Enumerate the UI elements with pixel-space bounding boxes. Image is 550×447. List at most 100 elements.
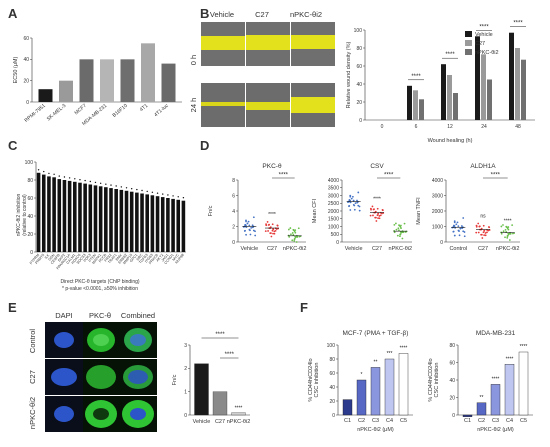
- data-point: [354, 202, 357, 205]
- data-point: [486, 231, 488, 234]
- bar: [93, 185, 98, 252]
- y-tick-label: 4000: [328, 178, 339, 184]
- significance-dot: [120, 186, 123, 188]
- data-point: [269, 226, 272, 229]
- y-tick-label: 60: [356, 64, 362, 70]
- significance-dot: [146, 190, 148, 193]
- data-point: [250, 227, 253, 229]
- x-tick-label: MAPK1: [91, 253, 102, 265]
- bar: [119, 189, 124, 252]
- x-tick-label: C1: [464, 418, 471, 424]
- y-tick-label: 3000: [328, 193, 339, 199]
- y-tick-label: 2500: [328, 201, 339, 207]
- data-point: [373, 208, 375, 211]
- plot-title: ALDH1A: [470, 163, 496, 170]
- bar: [52, 177, 56, 252]
- data-point: [483, 229, 486, 232]
- data-point: [375, 216, 377, 219]
- significance-dot: [94, 181, 97, 184]
- data-point: [377, 217, 380, 220]
- x-tick-label: ERBB2: [117, 253, 128, 265]
- significance-dot: [125, 187, 128, 189]
- panel-c-xlabel-2: * p-value <0.0001, ≥50% inhibition: [62, 286, 138, 292]
- cell-nucleus-signal: [93, 334, 109, 346]
- x-tick-label: ITGB3: [144, 253, 154, 264]
- x-tick-label: HDAC6: [71, 253, 82, 265]
- bar: [150, 195, 155, 252]
- bar: [57, 179, 62, 252]
- data-point: [293, 230, 296, 233]
- significance-dot: [162, 193, 164, 195]
- significance-label: **: [374, 359, 378, 365]
- x-tick-label: 48: [515, 124, 521, 130]
- y-tick-label: 40: [356, 82, 362, 88]
- data-point: [401, 237, 404, 240]
- data-point: [357, 191, 360, 194]
- y-tick-label: 0: [359, 118, 362, 124]
- significance-dot: [130, 188, 133, 190]
- data-point: [288, 235, 291, 238]
- bar: [475, 36, 480, 120]
- data-point: [502, 224, 504, 226]
- data-point: [458, 234, 461, 237]
- x-tick-label: PRKCB: [148, 253, 159, 266]
- bar: [47, 176, 51, 252]
- bar: [342, 399, 353, 416]
- x-tick-label: CALM1: [66, 253, 77, 265]
- x-tick-label: BMX: [115, 253, 123, 262]
- y-axis-label: CSC inhibition: [434, 363, 440, 398]
- x-tick-label: TRAF1: [107, 253, 117, 264]
- bar: [36, 172, 41, 252]
- wound-band: [291, 35, 335, 49]
- micrograph-col-c27: C27: [255, 10, 269, 19]
- x-tick-label: CCND1: [164, 253, 175, 265]
- wound-band: [246, 102, 290, 110]
- data-point: [244, 224, 247, 227]
- data-point: [251, 224, 254, 227]
- bar: [73, 181, 77, 252]
- x-tick-label: Vehicle: [240, 246, 258, 252]
- y-tick-label: 2: [184, 366, 187, 372]
- data-point: [350, 197, 353, 200]
- bar: [181, 200, 186, 252]
- significance-dot: [53, 173, 55, 175]
- bar: [62, 180, 67, 252]
- x-tick-label: nPKC-θi2: [496, 246, 520, 252]
- data-point: [506, 234, 509, 237]
- data-point: [378, 217, 381, 220]
- y-tick-label: 20: [27, 232, 33, 238]
- micrograph-col-vehicle: Vehicle: [210, 10, 234, 19]
- data-point: [506, 227, 509, 230]
- data-point: [294, 236, 297, 239]
- data-point: [394, 222, 397, 225]
- plot-title: PKC-θ: [262, 163, 282, 170]
- y-tick-label: 100: [327, 343, 336, 349]
- significance-dot: [136, 188, 138, 191]
- significance-dot: [105, 183, 107, 185]
- bar: [145, 194, 149, 252]
- data-point: [246, 222, 249, 225]
- wound-micrographs: Vehicle C27 nPKC-θi2 0 h 24 h: [189, 10, 335, 127]
- data-point: [297, 227, 300, 230]
- data-point: [292, 234, 295, 236]
- significance-label: ****: [400, 345, 408, 351]
- data-point: [455, 223, 458, 226]
- data-point: [482, 231, 485, 234]
- x-tick-label: 12: [447, 124, 453, 130]
- bar: [135, 192, 139, 252]
- significance-dot: [63, 176, 66, 178]
- x-tick-label: Vehicle: [345, 246, 363, 252]
- y-tick-label: 100: [25, 160, 34, 166]
- data-point: [273, 232, 276, 235]
- x-tick-label: nPKC-θi2: [389, 246, 413, 252]
- x-tick-label: C4: [386, 418, 393, 424]
- significance-label: ****: [279, 173, 289, 179]
- wound-band: [246, 35, 290, 50]
- data-point: [293, 237, 296, 240]
- data-point: [380, 212, 383, 215]
- data-point: [396, 234, 399, 237]
- data-point: [378, 215, 381, 217]
- x-tick-label: 24: [481, 124, 487, 130]
- y-tick-label: 0: [184, 413, 187, 419]
